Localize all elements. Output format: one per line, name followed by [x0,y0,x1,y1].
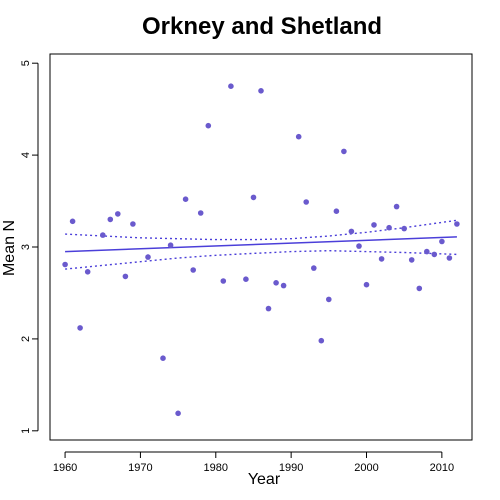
data-point [130,221,136,227]
x-tick-label: 1960 [53,462,77,474]
x-tick-label: 1970 [128,462,152,474]
data-point [326,296,332,303]
data-point [220,278,227,284]
y-axis-label: Mean N [1,220,18,276]
y-tick-label: 2 [20,336,32,342]
x-tick-label: 2000 [354,462,378,474]
data-point [454,221,460,227]
y-tick-label: 5 [20,60,32,66]
data-point [401,225,408,232]
data-points [62,83,460,417]
trend-line [65,236,457,253]
data-point [280,282,287,289]
data-point [431,251,438,258]
data-point [356,243,362,249]
data-point [115,211,121,217]
data-point [424,248,430,255]
y-tick-label: 1 [20,428,32,434]
data-point [295,133,302,140]
data-point [77,325,83,331]
x-axis-label: Year [248,471,281,488]
ci-lower-line [65,249,457,270]
data-point [182,196,189,202]
data-point [228,83,234,89]
x-tick-label: 1980 [204,462,228,474]
data-point [439,238,445,245]
data-point [363,281,370,288]
data-point [303,199,310,205]
data-point [378,256,385,262]
data-point [69,218,76,225]
data-point [258,88,264,94]
data-point [175,410,181,417]
y-tick-label: 4 [20,152,32,158]
data-point [341,148,347,155]
data-point [167,242,174,248]
x-tick-label: 1990 [279,462,303,474]
data-point [386,224,392,231]
data-point [311,265,317,271]
data-point [371,222,377,228]
data-point [265,305,272,312]
x-tick-label: 2010 [430,462,454,474]
data-point [62,261,68,268]
data-point [197,210,204,216]
data-point [318,337,325,344]
ci-upper-line [65,219,457,241]
data-point [408,257,415,263]
data-point [333,208,340,214]
data-point [122,273,129,280]
trend [65,236,457,253]
data-point [416,285,423,292]
data-point [100,232,106,238]
data-point [145,254,151,260]
data-point [205,122,212,129]
data-point [84,269,91,275]
data-point [243,276,249,283]
data-point [446,255,453,261]
data-point [190,267,196,273]
data-point [250,194,257,201]
data-point [107,216,114,223]
y-tick-label: 3 [20,244,32,250]
data-point [160,355,166,362]
data-point [348,228,355,235]
data-point [273,280,279,286]
data-point [393,203,400,210]
chart-title: Orkney and Shetland [142,13,382,40]
x-axis: 1960 1970 1980 1990 2000 2010 [53,451,454,474]
plot-frame [49,53,473,441]
y-axis: 1 2 3 4 5 [20,60,39,434]
